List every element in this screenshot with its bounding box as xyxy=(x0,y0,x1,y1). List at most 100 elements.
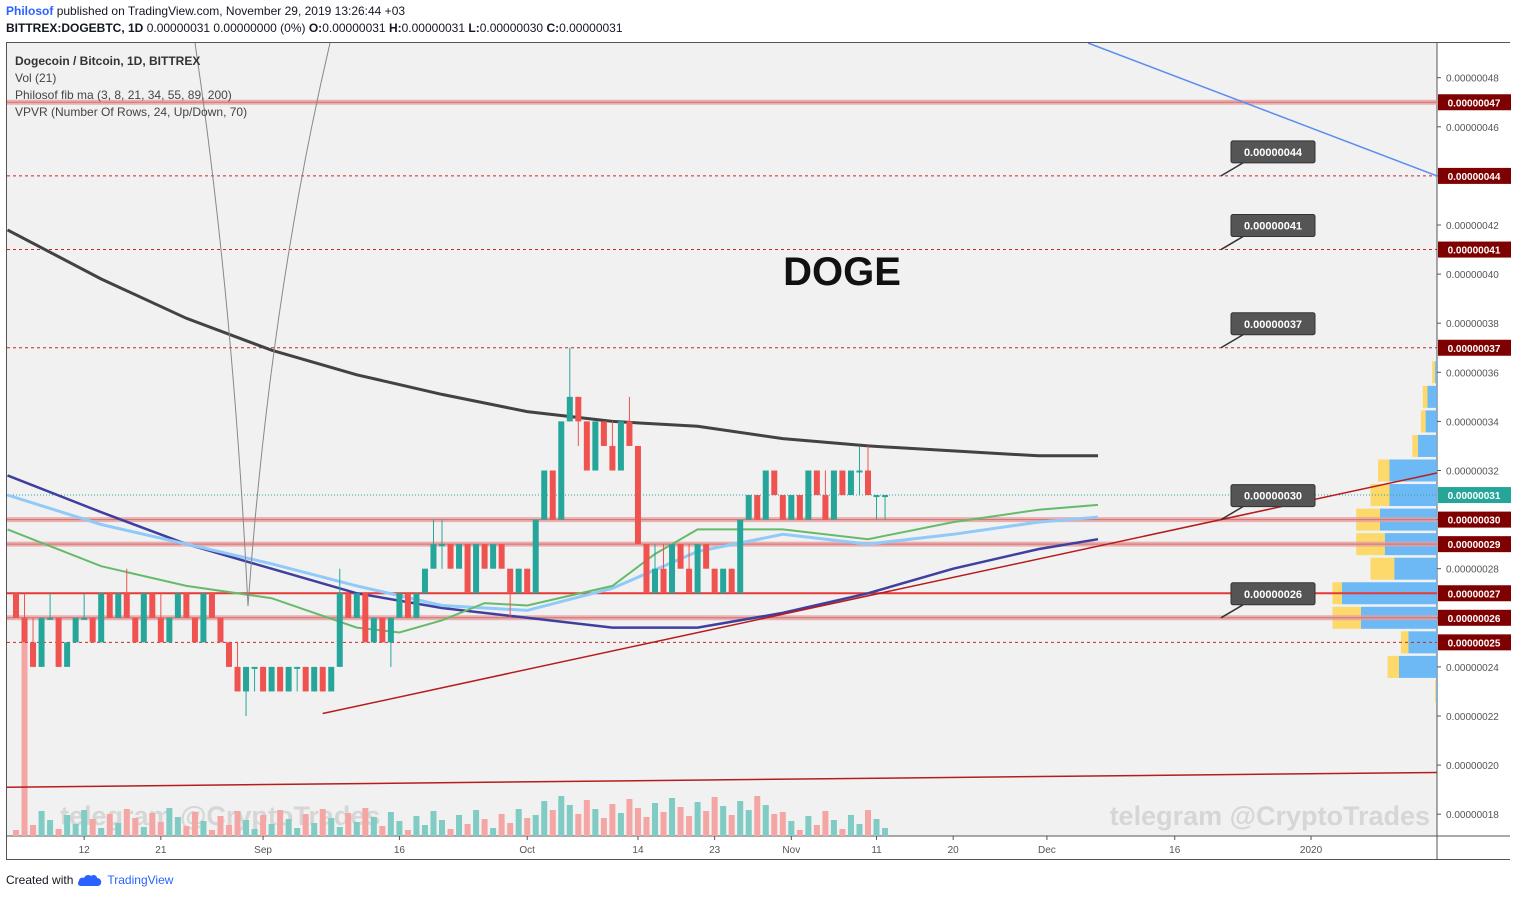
candle-body xyxy=(882,495,889,498)
tradingview-brand-link[interactable]: TradingView xyxy=(107,873,174,887)
candle-body xyxy=(30,642,37,667)
candle-body xyxy=(498,544,505,569)
y-tick-label: 0.00000038 xyxy=(1446,319,1499,330)
symbol-info: BITTREX:DOGEBTC, 1D 0.00000031 0.0000000… xyxy=(6,21,623,35)
volume-bar xyxy=(89,819,96,836)
volume-bar xyxy=(379,826,386,836)
volume-bar xyxy=(481,819,488,836)
candle-body xyxy=(115,593,122,618)
volume-bar xyxy=(507,823,514,836)
published-text: published on TradingView.com, November 2… xyxy=(56,4,406,18)
volume-bar xyxy=(456,815,463,836)
candle-body xyxy=(379,617,386,643)
candle-body xyxy=(805,470,812,520)
volume-bar xyxy=(694,802,701,836)
volume-bar xyxy=(328,818,335,836)
candle-body xyxy=(294,666,301,669)
candle-body xyxy=(609,445,616,471)
price-tag xyxy=(1438,511,1511,528)
y-tick-label: 0.00000024 xyxy=(1446,663,1499,674)
callout-label: 0.00000044 xyxy=(1244,147,1303,159)
volume-bar xyxy=(191,812,198,836)
created-with-label: Created with xyxy=(6,873,74,887)
x-tick-label: 23 xyxy=(709,845,721,856)
watermark-text: telegram @CryptoTrades xyxy=(1110,801,1430,831)
candle-body xyxy=(524,568,531,594)
candle-body xyxy=(737,519,744,594)
vpvr-up-bar xyxy=(1389,484,1437,507)
symbol-label: BITTREX:DOGEBTC, 1D xyxy=(6,21,144,35)
volume-bar xyxy=(882,828,889,836)
candle-body xyxy=(55,617,62,667)
candle-body xyxy=(217,617,224,643)
price-tag-label: 0.00000029 xyxy=(1448,540,1501,551)
volume-bar xyxy=(30,825,37,836)
vpvr-down-bar xyxy=(1422,385,1428,408)
candle-body xyxy=(830,470,837,520)
candle-body xyxy=(430,544,437,569)
volume-bar xyxy=(669,798,676,836)
x-tick-label: 12 xyxy=(79,845,91,856)
callout-pointer xyxy=(1220,604,1244,619)
candle-body xyxy=(336,593,343,667)
volume-bar xyxy=(115,823,122,836)
volume-bar xyxy=(745,810,752,836)
volume-bar xyxy=(421,825,428,836)
doge-annotation: DOGE xyxy=(783,250,901,294)
fib-curve xyxy=(247,43,331,607)
vpvr-down-bar xyxy=(1420,410,1426,433)
volume-bar xyxy=(847,815,854,836)
callout-label: 0.00000037 xyxy=(1244,319,1302,331)
candle-body xyxy=(456,544,463,569)
candle-body xyxy=(123,593,130,618)
volume-bar xyxy=(873,819,880,836)
volume-bar xyxy=(532,815,539,836)
candle-body xyxy=(720,568,727,594)
volume-bar xyxy=(720,806,727,836)
volume-bar xyxy=(98,828,105,836)
price-tag xyxy=(1438,585,1511,602)
volume-bar xyxy=(634,808,641,836)
callout-box xyxy=(1230,140,1316,164)
volume-bar xyxy=(217,816,224,836)
volume-bar xyxy=(64,815,71,836)
candle-body xyxy=(64,642,71,667)
candle-body xyxy=(541,470,548,520)
volume-bar xyxy=(490,828,497,836)
candle-body xyxy=(873,495,880,498)
candle-body xyxy=(226,642,232,667)
candle-body xyxy=(754,495,761,520)
candle-body xyxy=(140,593,147,643)
open-value: 0.00000031 xyxy=(322,21,386,35)
volume-bar xyxy=(643,817,650,836)
candle-body xyxy=(98,593,105,643)
candle-body xyxy=(558,421,565,520)
volume-bar xyxy=(865,810,871,836)
volume-bar xyxy=(396,821,403,836)
price-tag xyxy=(1438,634,1511,651)
author-link[interactable]: Philosof xyxy=(6,4,54,18)
volume-bar xyxy=(285,819,292,836)
volume-bar xyxy=(106,814,113,836)
volume-bar xyxy=(277,810,284,836)
price-scale-background xyxy=(1437,43,1510,859)
vpvr-down-bar xyxy=(1432,361,1436,384)
y-tick-label: 0.00000018 xyxy=(1446,810,1499,821)
candle-body xyxy=(686,568,693,594)
price-tag xyxy=(1438,536,1511,553)
candle-body xyxy=(481,544,488,569)
candle-body xyxy=(404,593,411,618)
y-tick-label: 0.00000022 xyxy=(1446,712,1499,723)
y-tick-label: 0.00000046 xyxy=(1446,123,1499,134)
volume-bar xyxy=(439,820,445,836)
legend-fibma: Philosof fib ma (3, 8, 21, 34, 55, 89, 2… xyxy=(15,88,232,102)
vpvr-up-bar xyxy=(1394,557,1437,580)
candle-body xyxy=(421,568,428,594)
callout-label: 0.00000041 xyxy=(1244,221,1302,233)
candle-body xyxy=(813,470,820,496)
candle-body xyxy=(243,666,250,692)
x-tick-label: Nov xyxy=(782,845,800,856)
candle-body xyxy=(566,396,573,422)
candle-body xyxy=(515,568,522,594)
